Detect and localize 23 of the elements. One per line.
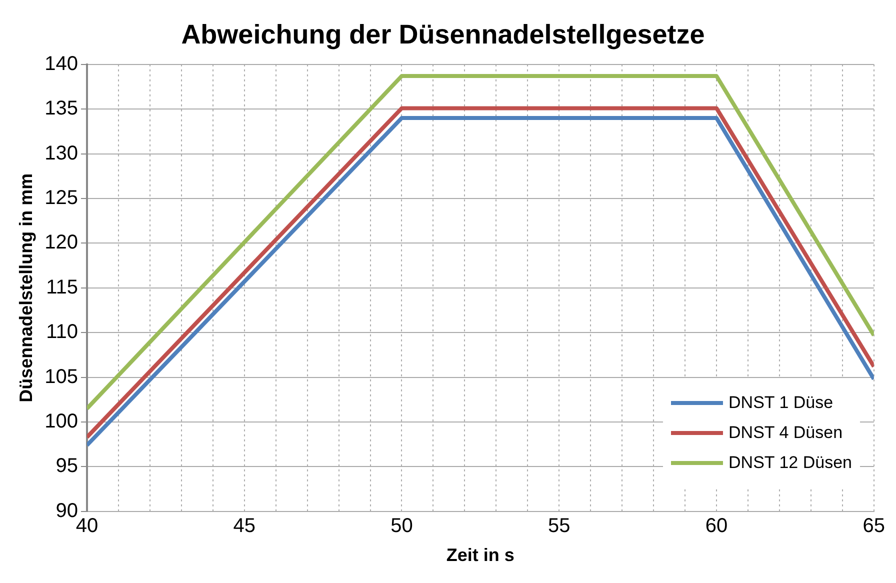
y-tick-label: 125 [44,187,78,210]
y-tick-label: 120 [44,232,78,254]
y-tick-label: 90 [56,500,78,522]
y-tick-label: 100 [44,410,78,433]
x-tick-label: 50 [390,514,413,537]
y-tick-label: 140 [44,52,78,75]
x-tick-label: 65 [862,514,885,537]
y-tick-label: 95 [56,455,78,478]
legend-label: DNST 1 Düse [728,393,834,413]
x-tick-label: 55 [548,514,570,537]
y-tick-label: 115 [46,276,78,298]
x-tick-label: 60 [705,514,728,537]
chart-title: Abweichung der Düsennadelstellgesetze [181,20,705,50]
y-tick-label: 135 [44,98,78,120]
y-tick-label: 110 [46,321,78,344]
legend-label: DNST 12 Düsen [728,453,852,473]
x-tick-label: 40 [76,514,98,537]
legend-label: DNST 4 Düsen [728,423,843,443]
y-tick-label: 130 [44,142,78,164]
y-tick-label: 105 [44,366,78,388]
y-axis-title: Düsennadelstellung in mm [16,173,36,402]
x-tick-label: 45 [233,514,256,537]
x-axis-title: Zeit in s [446,545,514,566]
